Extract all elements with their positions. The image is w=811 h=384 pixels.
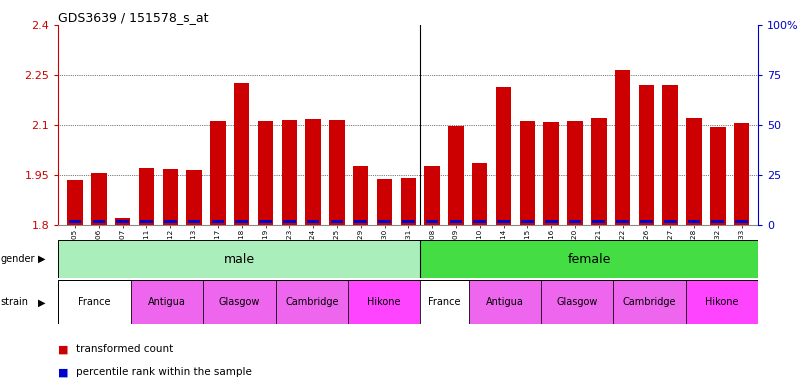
Text: France: France <box>428 297 461 308</box>
Bar <box>67 180 83 225</box>
Bar <box>688 220 701 223</box>
Bar <box>543 122 559 225</box>
Bar <box>260 220 272 223</box>
Bar <box>116 220 129 223</box>
Bar <box>210 121 225 225</box>
Bar <box>164 220 177 223</box>
Bar <box>497 220 510 223</box>
Bar <box>131 280 204 324</box>
Bar <box>307 220 320 223</box>
Bar <box>162 169 178 225</box>
Bar <box>664 220 676 223</box>
Bar <box>734 123 749 225</box>
Bar <box>426 220 439 223</box>
Text: percentile rank within the sample: percentile rank within the sample <box>76 367 252 377</box>
Bar <box>569 220 581 223</box>
Bar <box>58 280 131 324</box>
Text: male: male <box>224 253 255 266</box>
Bar <box>276 280 348 324</box>
Bar <box>616 220 629 223</box>
Bar <box>378 220 391 223</box>
Bar <box>448 126 464 225</box>
Text: female: female <box>568 253 611 266</box>
Bar <box>377 179 393 225</box>
Text: ■: ■ <box>58 367 69 377</box>
Bar <box>496 86 511 225</box>
Bar <box>593 220 605 223</box>
Bar <box>204 280 276 324</box>
Text: Glasgow: Glasgow <box>219 297 260 308</box>
Text: Antigua: Antigua <box>148 297 186 308</box>
Bar <box>139 168 154 225</box>
Text: GDS3639 / 151578_s_at: GDS3639 / 151578_s_at <box>58 11 209 24</box>
Text: France: France <box>79 297 111 308</box>
Bar <box>567 121 583 225</box>
Bar <box>449 220 462 223</box>
Bar <box>541 280 613 324</box>
Text: Cambridge: Cambridge <box>285 297 338 308</box>
Bar <box>258 121 273 225</box>
Bar <box>420 240 758 278</box>
Bar <box>115 218 131 225</box>
Bar <box>92 220 105 223</box>
Bar <box>472 163 487 225</box>
Text: gender: gender <box>1 254 36 264</box>
Text: Antigua: Antigua <box>486 297 524 308</box>
Bar <box>420 280 469 324</box>
Bar <box>306 119 321 225</box>
Bar <box>520 121 535 225</box>
Text: Glasgow: Glasgow <box>556 297 598 308</box>
Bar <box>283 220 296 223</box>
Bar <box>613 280 686 324</box>
Text: strain: strain <box>1 297 29 308</box>
Bar <box>638 85 654 225</box>
Bar <box>212 220 224 223</box>
Bar <box>424 166 440 225</box>
Bar <box>591 118 607 225</box>
Bar <box>353 166 368 225</box>
Bar <box>545 220 557 223</box>
Text: transformed count: transformed count <box>76 344 174 354</box>
Bar <box>58 240 420 278</box>
Text: ■: ■ <box>58 344 69 354</box>
Text: Cambridge: Cambridge <box>623 297 676 308</box>
Text: Hikone: Hikone <box>706 297 739 308</box>
Bar <box>187 170 202 225</box>
Bar <box>615 70 630 225</box>
Bar <box>686 118 702 225</box>
Bar <box>354 220 367 223</box>
Bar <box>91 173 106 225</box>
Bar <box>235 220 248 223</box>
Bar <box>140 220 152 223</box>
Bar <box>711 220 724 223</box>
Bar <box>474 220 486 223</box>
Bar <box>663 85 678 225</box>
Text: ▶: ▶ <box>38 254 45 264</box>
Bar <box>521 220 534 223</box>
Bar <box>710 127 726 225</box>
Text: Hikone: Hikone <box>367 297 401 308</box>
Bar <box>69 220 81 223</box>
Bar <box>640 220 653 223</box>
Bar <box>736 220 748 223</box>
Bar <box>348 280 420 324</box>
Bar <box>401 178 416 225</box>
Bar <box>402 220 414 223</box>
Bar <box>331 220 343 223</box>
Bar <box>329 120 345 225</box>
Bar <box>234 83 250 225</box>
Bar <box>686 280 758 324</box>
Bar <box>469 280 541 324</box>
Bar <box>281 120 297 225</box>
Text: ▶: ▶ <box>38 297 45 308</box>
Bar <box>187 220 200 223</box>
